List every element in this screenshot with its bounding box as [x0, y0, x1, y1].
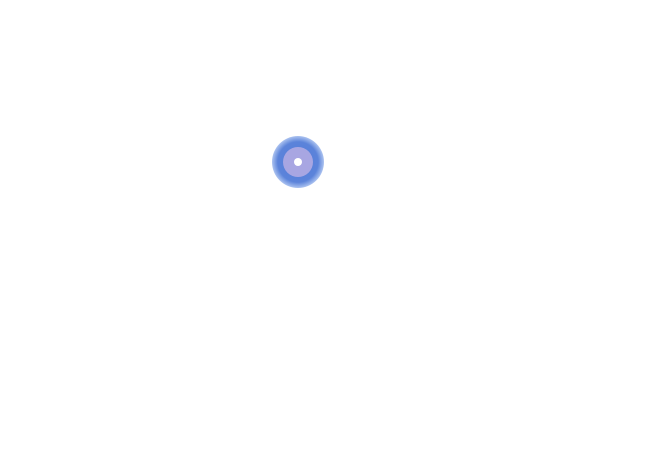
click-target-icon — [272, 136, 324, 188]
click-center-dot — [294, 158, 302, 166]
